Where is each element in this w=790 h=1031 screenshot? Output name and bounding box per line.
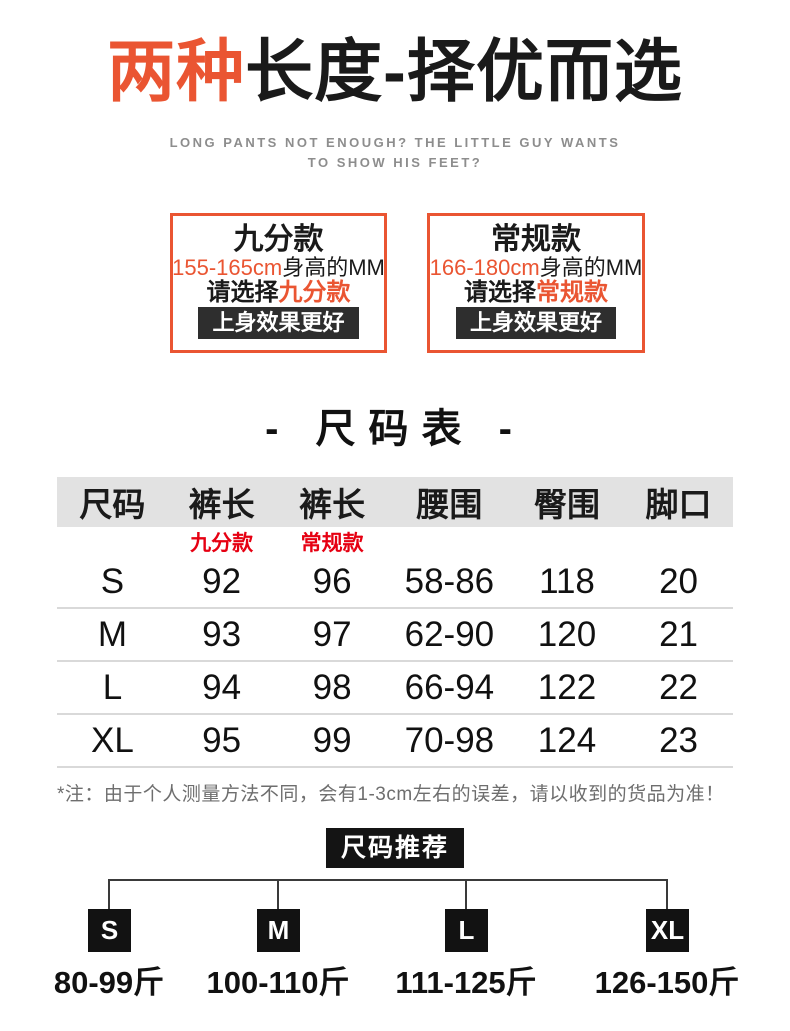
- option-card-regular-length: 常规款 166-180cm身高的MM 请选择常规款 上身效果更好: [427, 213, 645, 353]
- col-header-pant-length-crop: 裤长: [188, 486, 255, 523]
- cell-waist: 66-94: [404, 667, 495, 707]
- cell-crop-length: 95: [202, 720, 242, 760]
- card-choose-line: 请选择九分款: [206, 279, 351, 307]
- weight-range-m: 100-110斤: [206, 965, 350, 1000]
- tree-drop-line: [666, 879, 668, 910]
- col-header-pant-length-regular: 裤长: [299, 486, 366, 523]
- tree-drop-line: [108, 879, 110, 910]
- col-header-waist: 腰围: [416, 486, 483, 523]
- cell-waist: 58-86: [404, 561, 495, 601]
- cell-crop-length: 93: [202, 614, 242, 654]
- size-table-heading: - 尺码表 -: [265, 407, 525, 451]
- weight-range-s: 80-99斤: [53, 965, 165, 1000]
- cell-leg-opening: 22: [659, 667, 698, 707]
- cell-size: M: [97, 614, 127, 654]
- sublabel-regular-style: 常规款: [300, 532, 364, 555]
- col-header-hip: 臀围: [534, 486, 600, 523]
- subtitle: LONG PANTS NOT ENOUGH? THE LITTLE GUY WA…: [0, 133, 790, 173]
- cell-size: S: [100, 561, 125, 601]
- weight-range-l: 111-125斤: [395, 965, 537, 1000]
- cell-regular-length: 97: [312, 614, 352, 654]
- better-fit-label: 上身效果更好: [198, 306, 359, 339]
- sublabel-crop-style: 九分款: [190, 532, 254, 555]
- size-box-m: M: [257, 909, 300, 952]
- cell-waist: 70-98: [404, 720, 495, 760]
- table-row-s: S 92 96 58-86 118 20: [57, 556, 733, 609]
- cell-hip: 124: [537, 720, 597, 760]
- page-title: 两种长度-择优而选: [0, 33, 790, 111]
- cell-regular-length: 99: [312, 720, 352, 760]
- cell-hip: 120: [537, 614, 597, 654]
- table-header-row: 尺码 裤长 裤长 腰围 臀围 脚口: [57, 477, 733, 527]
- height-range-value: 166-180cm: [429, 255, 540, 280]
- height-range-suffix: 身高的MM: [282, 255, 385, 280]
- subtitle-line-2: TO SHOW HIS FEET?: [307, 155, 483, 171]
- choose-highlight: 九分款: [278, 279, 351, 307]
- size-box-s: S: [88, 909, 131, 952]
- height-range-value: 155-165cm: [172, 255, 283, 280]
- page-title-highlight: 两种: [107, 34, 246, 110]
- height-range-suffix: 身高的MM: [539, 255, 643, 280]
- card-height-range: 166-180cm身高的MM: [429, 255, 643, 280]
- table-row-xl: XL 95 99 70-98 124 23: [57, 715, 733, 768]
- choose-prefix: 请选择: [206, 279, 279, 307]
- cell-crop-length: 94: [202, 667, 242, 707]
- card-height-range: 155-165cm身高的MM: [172, 255, 385, 280]
- cell-crop-length: 92: [202, 561, 242, 601]
- table-subheader-row: 九分款 常规款: [57, 527, 733, 556]
- page-title-rest: 长度-择优而选: [245, 34, 683, 110]
- cell-waist: 62-90: [404, 614, 495, 654]
- better-fit-label: 上身效果更好: [455, 306, 616, 339]
- choose-highlight: 常规款: [536, 279, 608, 307]
- card-name: 九分款: [233, 223, 324, 256]
- measurement-note: *注：由于个人测量方法不同，会有1-3cm左右的误差，请以收到的货品为准！: [57, 784, 725, 805]
- cell-regular-length: 96: [312, 561, 352, 601]
- table-row-m: M 93 97 62-90 120 21: [57, 609, 733, 662]
- cell-hip: 122: [537, 667, 597, 707]
- cell-hip: 118: [539, 561, 595, 601]
- option-card-cropped-length: 九分款 155-165cm身高的MM 请选择九分款 上身效果更好: [170, 213, 387, 353]
- weight-range-xl: 126-150斤: [594, 965, 740, 1000]
- tree-drop-line: [465, 879, 467, 910]
- size-box-xl: XL: [646, 909, 689, 952]
- subtitle-line-1: LONG PANTS NOT ENOUGH? THE LITTLE GUY WA…: [169, 135, 621, 150]
- table-row-l: L 94 98 66-94 122 22: [57, 662, 733, 715]
- card-choose-line: 请选择常规款: [464, 279, 608, 307]
- cell-size: L: [102, 667, 123, 707]
- size-recommendation-badge: 尺码推荐: [325, 828, 465, 868]
- cell-leg-opening: 23: [659, 720, 698, 760]
- col-header-size: 尺码: [79, 486, 146, 523]
- size-table: 尺码 裤长 裤长 腰围 臀围 脚口 九分款 常规款 S 92 96 58-86 …: [57, 477, 733, 768]
- cell-size: XL: [91, 720, 134, 760]
- tree-connector-line: [108, 879, 668, 881]
- tree-drop-line: [277, 879, 279, 910]
- cell-leg-opening: 20: [659, 561, 698, 601]
- cell-leg-opening: 21: [659, 614, 698, 654]
- size-box-l: L: [445, 909, 488, 952]
- card-name: 常规款: [491, 223, 581, 256]
- col-header-leg-opening: 脚口: [645, 486, 712, 523]
- choose-prefix: 请选择: [464, 279, 536, 307]
- cell-regular-length: 98: [312, 667, 352, 707]
